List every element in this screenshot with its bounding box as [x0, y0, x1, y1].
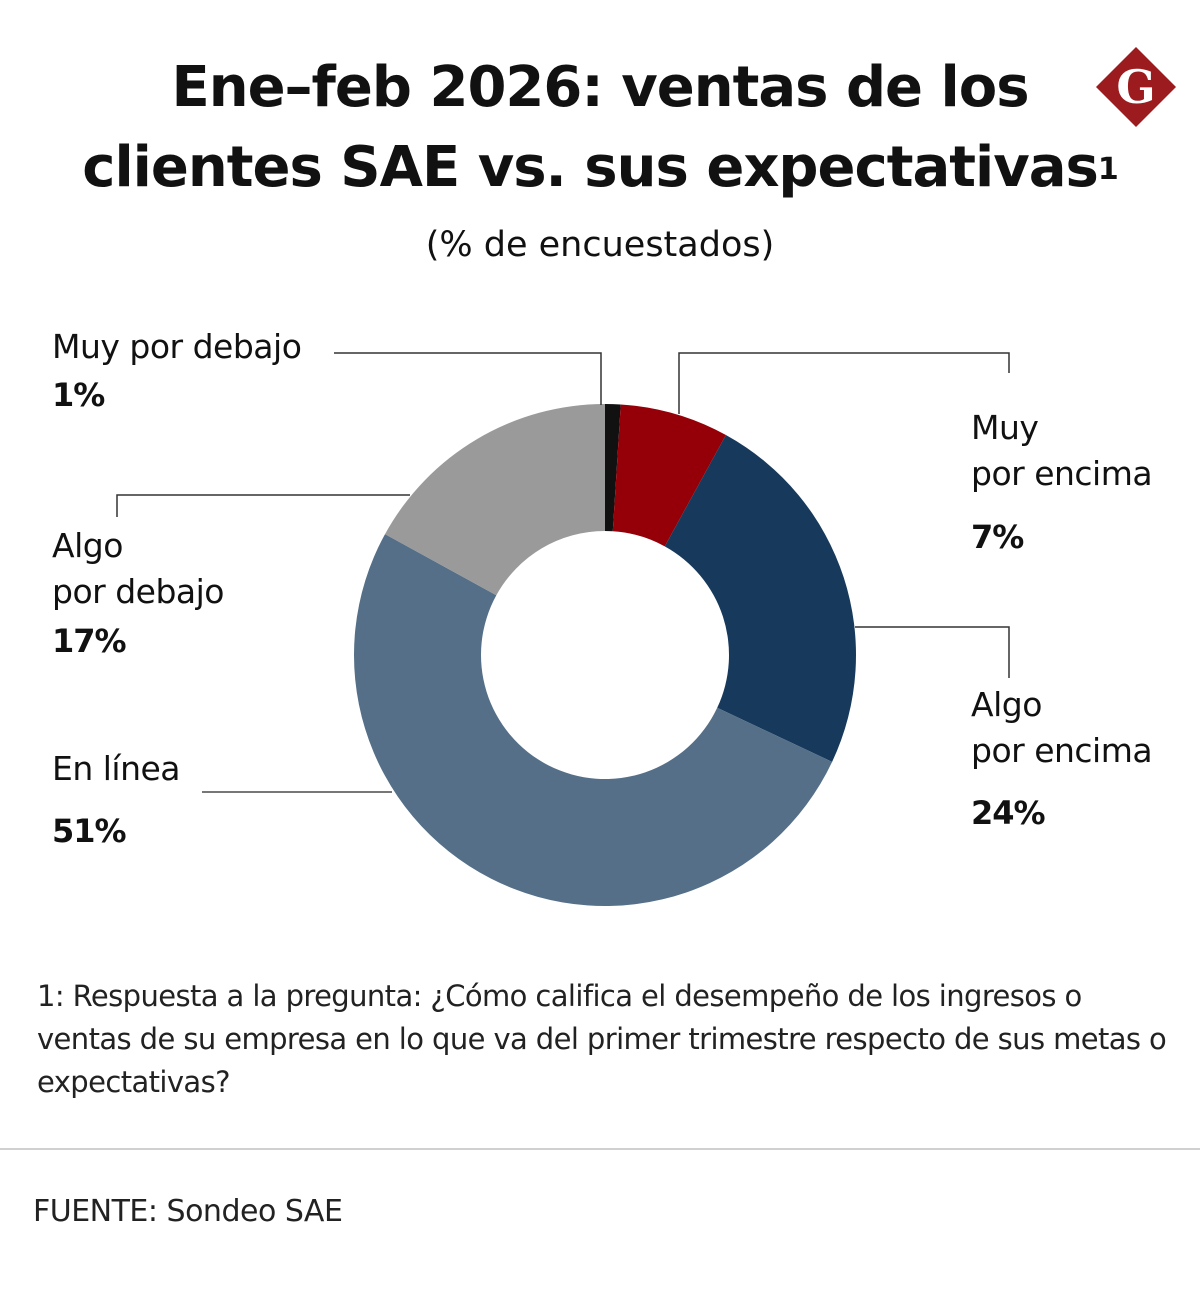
publisher-logo-icon: G	[1096, 47, 1176, 127]
title-line-1: Ene–feb 2026: ventas de los	[171, 55, 1029, 120]
leader-line-muy-por-debajo	[334, 352, 602, 405]
leader-line-muy-por-encima	[678, 352, 1010, 414]
leader-line-algo-por-encima	[855, 626, 1010, 678]
title-line-2: clientes SAE vs. sus expectativas1	[82, 135, 1119, 200]
label-algo-por-encima-line-1: Algo	[971, 685, 1042, 724]
leader-lines	[116, 352, 1010, 793]
logo-diamond	[1096, 47, 1176, 127]
label-algo-por-debajo-line-1: Algo	[52, 526, 123, 565]
source-credit: FUENTE: Sondeo SAE	[33, 1194, 343, 1229]
value-muy-por-debajo: 1%	[52, 376, 105, 414]
label-muy-por-encima-line-1: Muy	[971, 408, 1039, 447]
footnote: 1: Respuesta a la pregunta: ¿Cómo califi…	[37, 979, 1167, 1099]
title-footnote-marker: 1	[1097, 152, 1119, 187]
slice-algo-por-debajo	[385, 404, 605, 596]
slice-muy-por-encima	[612, 404, 726, 547]
label-en-linea: En línea	[52, 749, 181, 788]
leader-line-algo-por-debajo	[116, 494, 410, 517]
label-algo-por-encima-line-2: por encima	[971, 731, 1153, 770]
chart-title: Ene–feb 2026: ventas de los clientes SAE…	[0, 48, 1200, 208]
value-muy-por-encima: 7%	[971, 518, 1024, 556]
slice-en-linea	[354, 534, 833, 906]
label-algo-por-debajo-line-2: por debajo	[52, 572, 224, 611]
label-muy-por-debajo: Muy por debajo	[52, 327, 302, 366]
logo-letter: G	[1116, 60, 1155, 114]
slice-algo-por-encima	[664, 435, 856, 762]
chart-subtitle: (% de encuestados)	[425, 225, 775, 265]
value-algo-por-encima: 24%	[971, 794, 1046, 832]
slice-muy-por-debajo	[605, 404, 621, 532]
value-algo-por-debajo: 17%	[52, 622, 127, 660]
value-en-linea: 51%	[52, 812, 127, 850]
label-muy-por-encima-line-2: por encima	[971, 454, 1153, 493]
donut-slices	[354, 404, 856, 906]
divider	[0, 1148, 1200, 1150]
